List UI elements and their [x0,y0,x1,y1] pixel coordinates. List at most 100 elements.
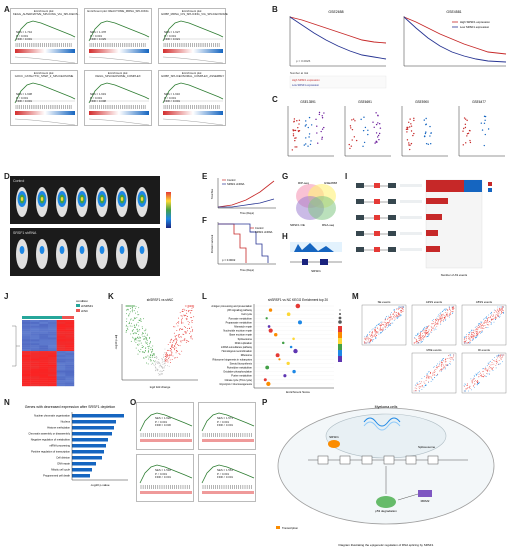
panel-m-point [432,379,434,381]
panel-k-point [178,322,180,324]
panel-l-term: Cell cycle [241,313,252,316]
panel-c-dot [323,126,325,129]
panel-m-point [400,311,402,313]
panel-m-point [403,306,405,308]
panel-k-point [171,352,173,354]
panel-j-cell [48,341,57,344]
panel-j-cell [39,384,49,387]
panel-k-point [182,333,184,335]
panel-m-point [433,329,435,331]
panel-c-dot [316,132,318,134]
panel-m-point [375,337,377,339]
panel-k-point [158,362,160,364]
panel-c-dot [305,120,307,122]
panel-m-point [497,306,499,308]
panel-j-cell [65,349,75,352]
panel-m-point [463,341,465,343]
panel-k-point [140,320,142,322]
panel-k-point [184,326,186,328]
panel-c-dot [468,129,471,132]
panel-j-cell [39,376,49,379]
panel-j-cell [22,345,31,348]
panel-m-point [481,328,483,329]
panel-m-point [495,319,497,320]
panel-m-point [371,340,372,341]
panel-m-point [378,323,380,324]
panel-k-point [155,368,157,370]
panel-m-title: MXE events [426,348,442,352]
panel-m-point [473,335,475,336]
panel-m-point [498,360,500,362]
panel-k-point [146,338,148,340]
panel-m-point [465,341,467,343]
panel-c-dot [465,142,467,144]
panel-k-point [186,319,188,321]
panel-k-point [153,360,155,362]
panel-c-dot [423,135,426,137]
panel-m-point [476,330,478,332]
panel-k-point [145,336,147,338]
gsea-title: Enrichment plot: GOBP_MRNA_CIS_SPLICING_… [161,9,228,17]
panel-i-exon [374,199,380,204]
panel-k-point [191,319,193,321]
panel-m-point [444,358,446,360]
panel-k-point [148,345,150,347]
panel-k-point [182,328,184,330]
panel-f-survival: Control SRSF1 shRNA p = 0.0002 Time (Day… [210,218,280,274]
panel-j-group-bar [22,316,62,319]
panel-k-point [167,354,169,355]
panel-c-dot [409,144,411,146]
panel-k-point [149,349,151,351]
panel-m-point [482,368,484,369]
panel-m-point [386,325,387,326]
panel-label-k: K [108,292,114,301]
panel-m-point [433,369,435,371]
panel-m-point [440,323,442,325]
panel-m-point [494,318,496,320]
panel-m-point [476,335,478,337]
panel-m-point [371,337,373,338]
panel-m-point [427,334,429,336]
panel-m-point [475,329,476,331]
panel-m-point [381,323,382,325]
panel-m-point [431,327,433,328]
panel-m-point [470,336,472,338]
panel-e-line: Control SRSF1 shRNA Time (Days) Total fl… [210,174,280,216]
gsea-plot-o: NES = 1.561 P < 0.001 FDR < 0.001 [198,454,256,502]
panel-k-point [158,374,160,376]
panel-m-point [367,337,369,339]
panel-m-point [497,312,499,314]
panel-m-point [483,327,485,329]
panel-m-point [394,314,395,316]
panel-k-point [174,345,176,347]
panel-m-point [418,390,420,392]
panel-c-dot [316,125,318,127]
panel-m-point [450,363,451,365]
panel-m-point [400,309,402,311]
panel-k-point [181,322,183,324]
panel-k-point [171,354,173,356]
panel-k-point [189,312,191,314]
panel-k-point [125,331,127,333]
panel-m-point [480,325,482,327]
panel-k-title: shSRSF1 vs shNC [147,298,174,302]
panel-k-point [160,365,162,367]
panel-m-point [427,332,429,334]
panel-j-cell [48,320,57,323]
panel-l-bubble [274,332,278,337]
gsea-title: Enrichment plot: KEGG_SPLICEOSOME_COMPLE… [95,71,141,79]
panel-m-point [438,314,439,316]
panel-m-point [370,336,371,337]
panel-k-point [179,345,181,347]
panel-m-point [436,367,438,369]
panel-l-bubble [263,378,267,382]
panel-j-cell [56,331,66,334]
panel-k-point [192,306,194,308]
panel-k-point [141,326,143,328]
panel-m-point [437,315,439,317]
panel-k-point [173,340,175,342]
panel-m-point [453,359,454,361]
panel-j-cell [56,384,66,387]
panel-j-cell [48,323,57,327]
